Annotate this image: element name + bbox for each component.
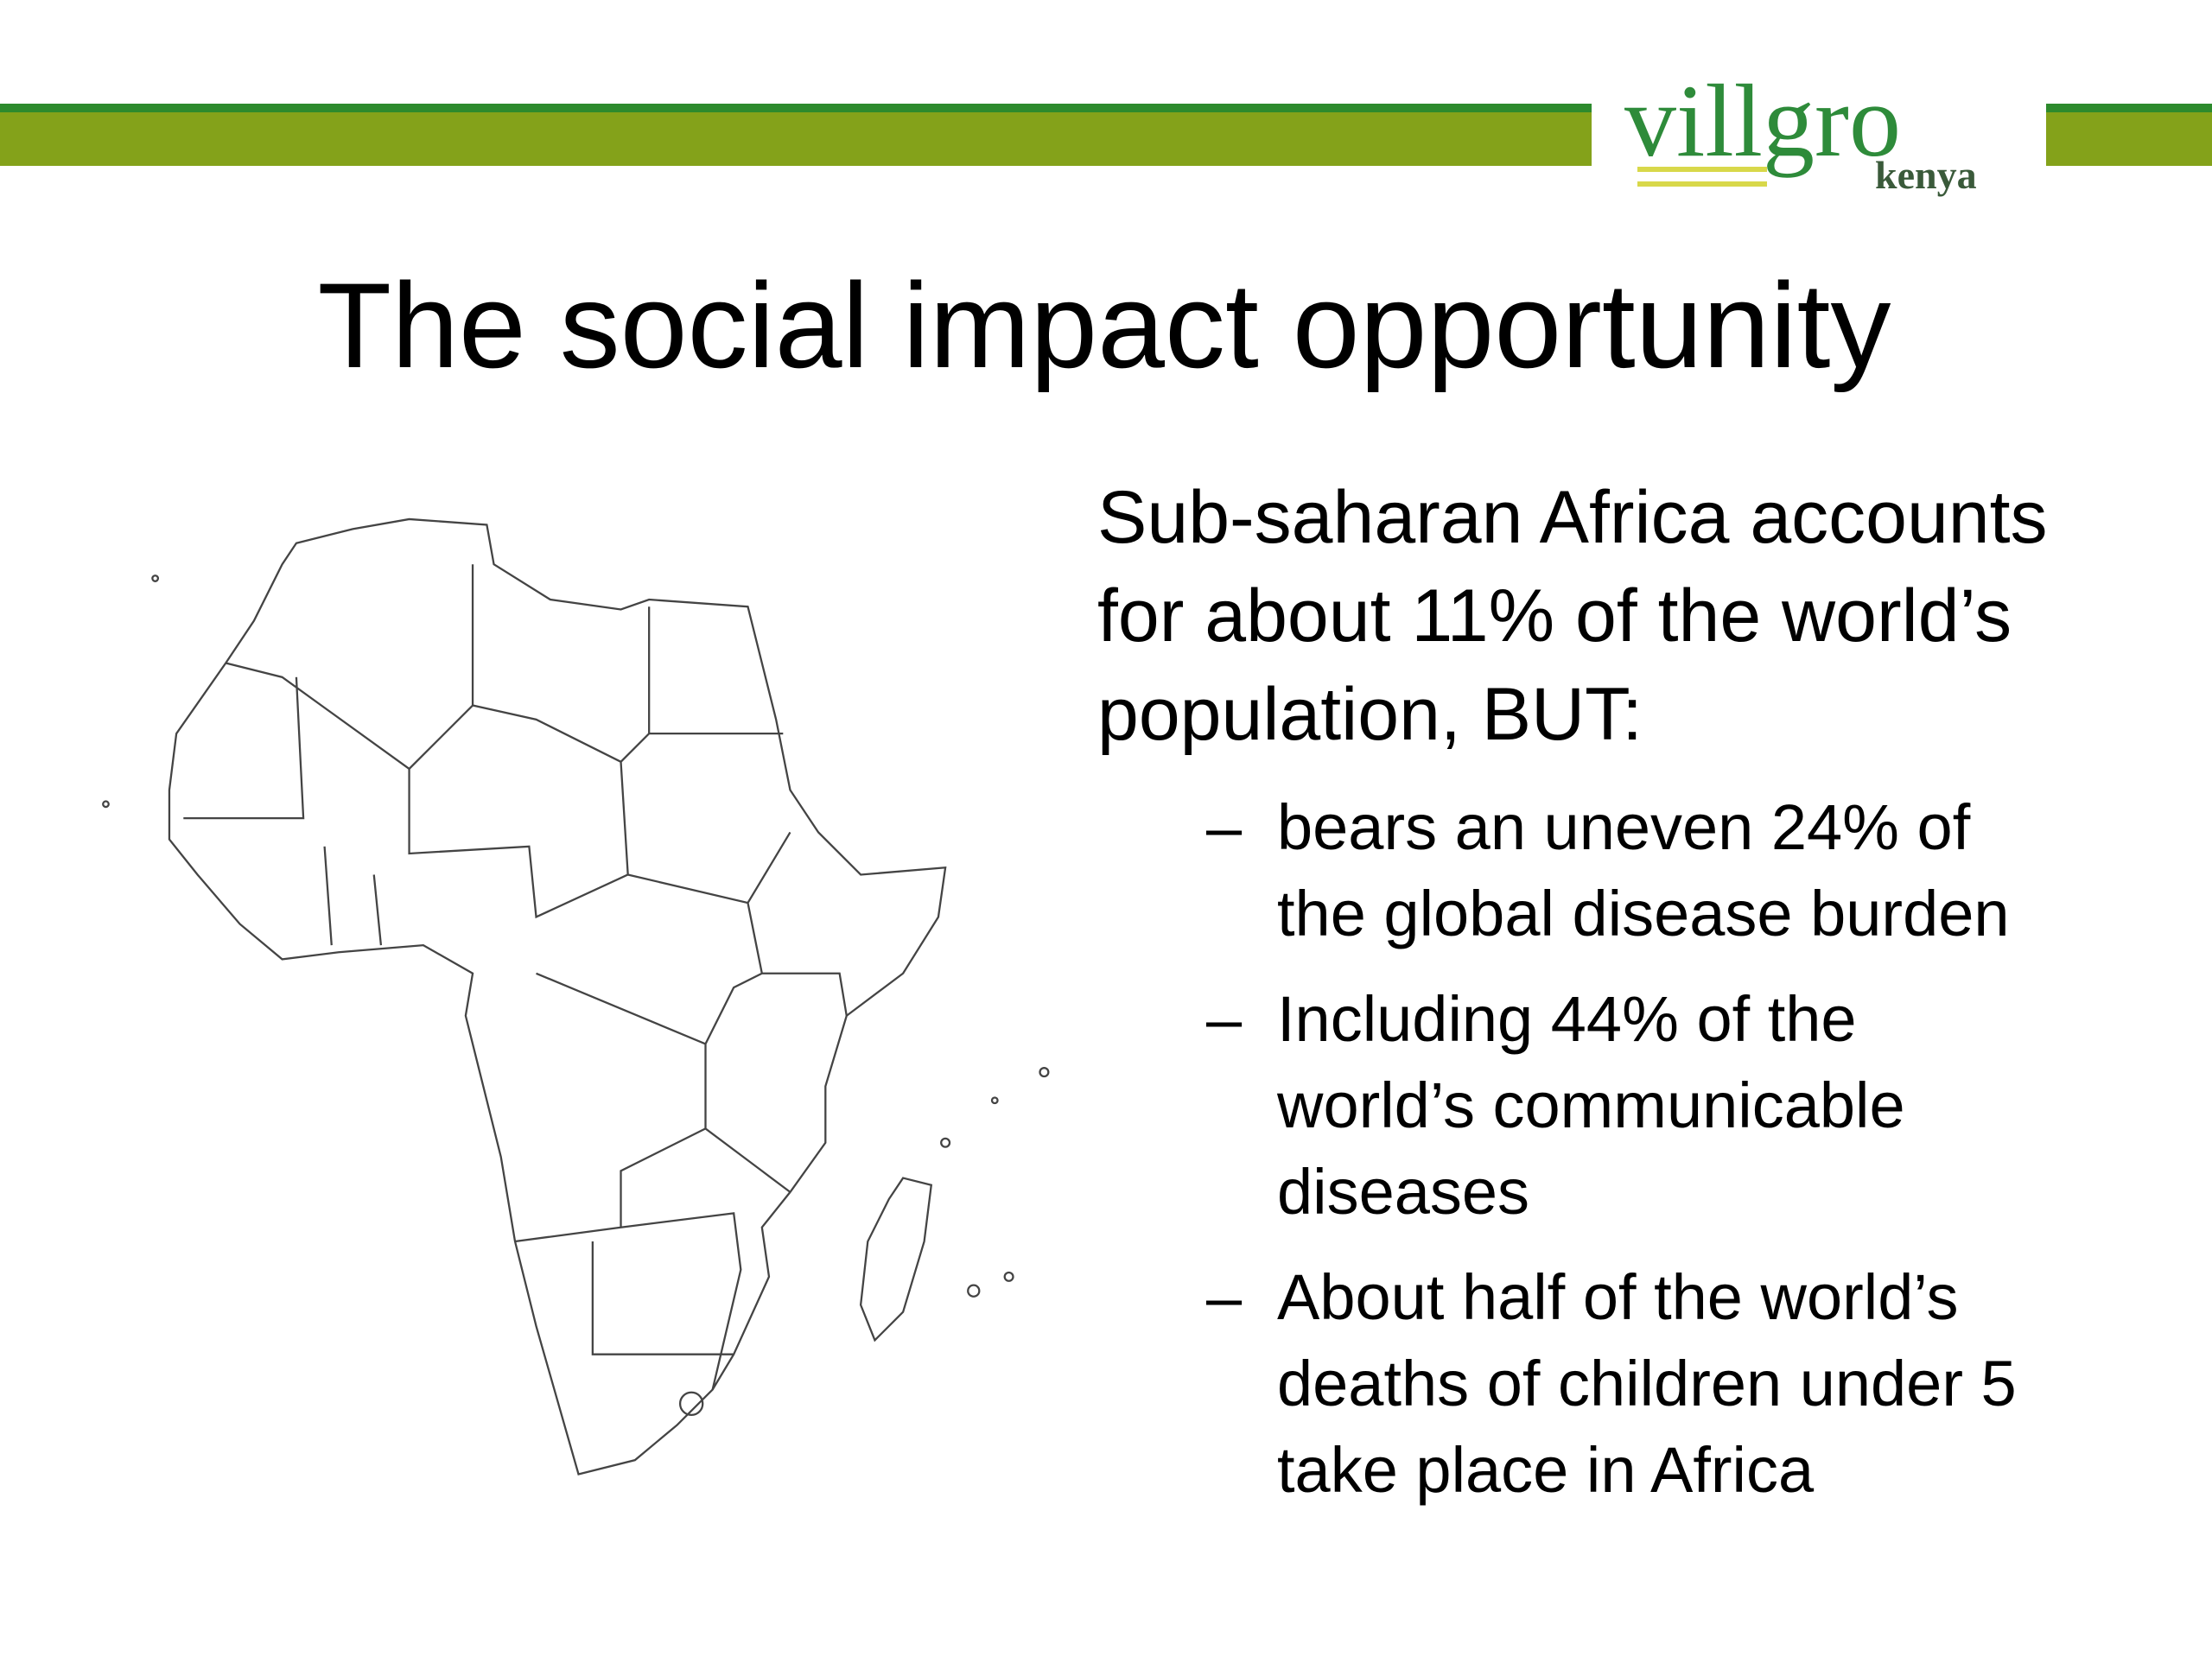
header-bar-edge: [0, 104, 1592, 112]
bullet-line: deaths of children under 5: [1277, 1348, 2017, 1419]
text-block: Sub-saharan Africa accounts for about 11%…: [1097, 476, 2048, 1506]
logo: villgro kenya: [1624, 63, 1977, 197]
slide-title: The social impact opportunity: [318, 257, 1891, 393]
header-bar: [0, 104, 1592, 166]
logo-line: [1637, 167, 1767, 172]
bullet-line: the global disease burden: [1277, 878, 2010, 949]
logo-region: kenya: [1875, 153, 1977, 197]
bullet-line: world’s communicable: [1276, 1070, 1905, 1141]
bullet-marker: –: [1206, 1261, 1243, 1333]
bullet-line: diseases: [1277, 1156, 1529, 1228]
bullet-marker: –: [1206, 983, 1243, 1055]
header-bar-edge: [2046, 104, 2212, 112]
body-line: population, BUT:: [1097, 673, 1643, 756]
bullet-line: bears an uneven 24% of: [1277, 791, 1971, 863]
bullet-line: take place in Africa: [1277, 1434, 1815, 1506]
logo-line: [1637, 181, 1767, 187]
logo-name: villgro: [1624, 63, 1901, 178]
body-line: Sub-saharan Africa accounts: [1097, 476, 2048, 559]
bullet-line: About half of the world’s: [1277, 1261, 1958, 1333]
bullet-line: Including 44% of the: [1277, 983, 1857, 1055]
bullet-marker: –: [1206, 791, 1243, 863]
header-bar: [2046, 104, 2212, 166]
africa-map: [102, 517, 1050, 1476]
body-line: for about 11% of the world’s: [1097, 574, 2012, 657]
